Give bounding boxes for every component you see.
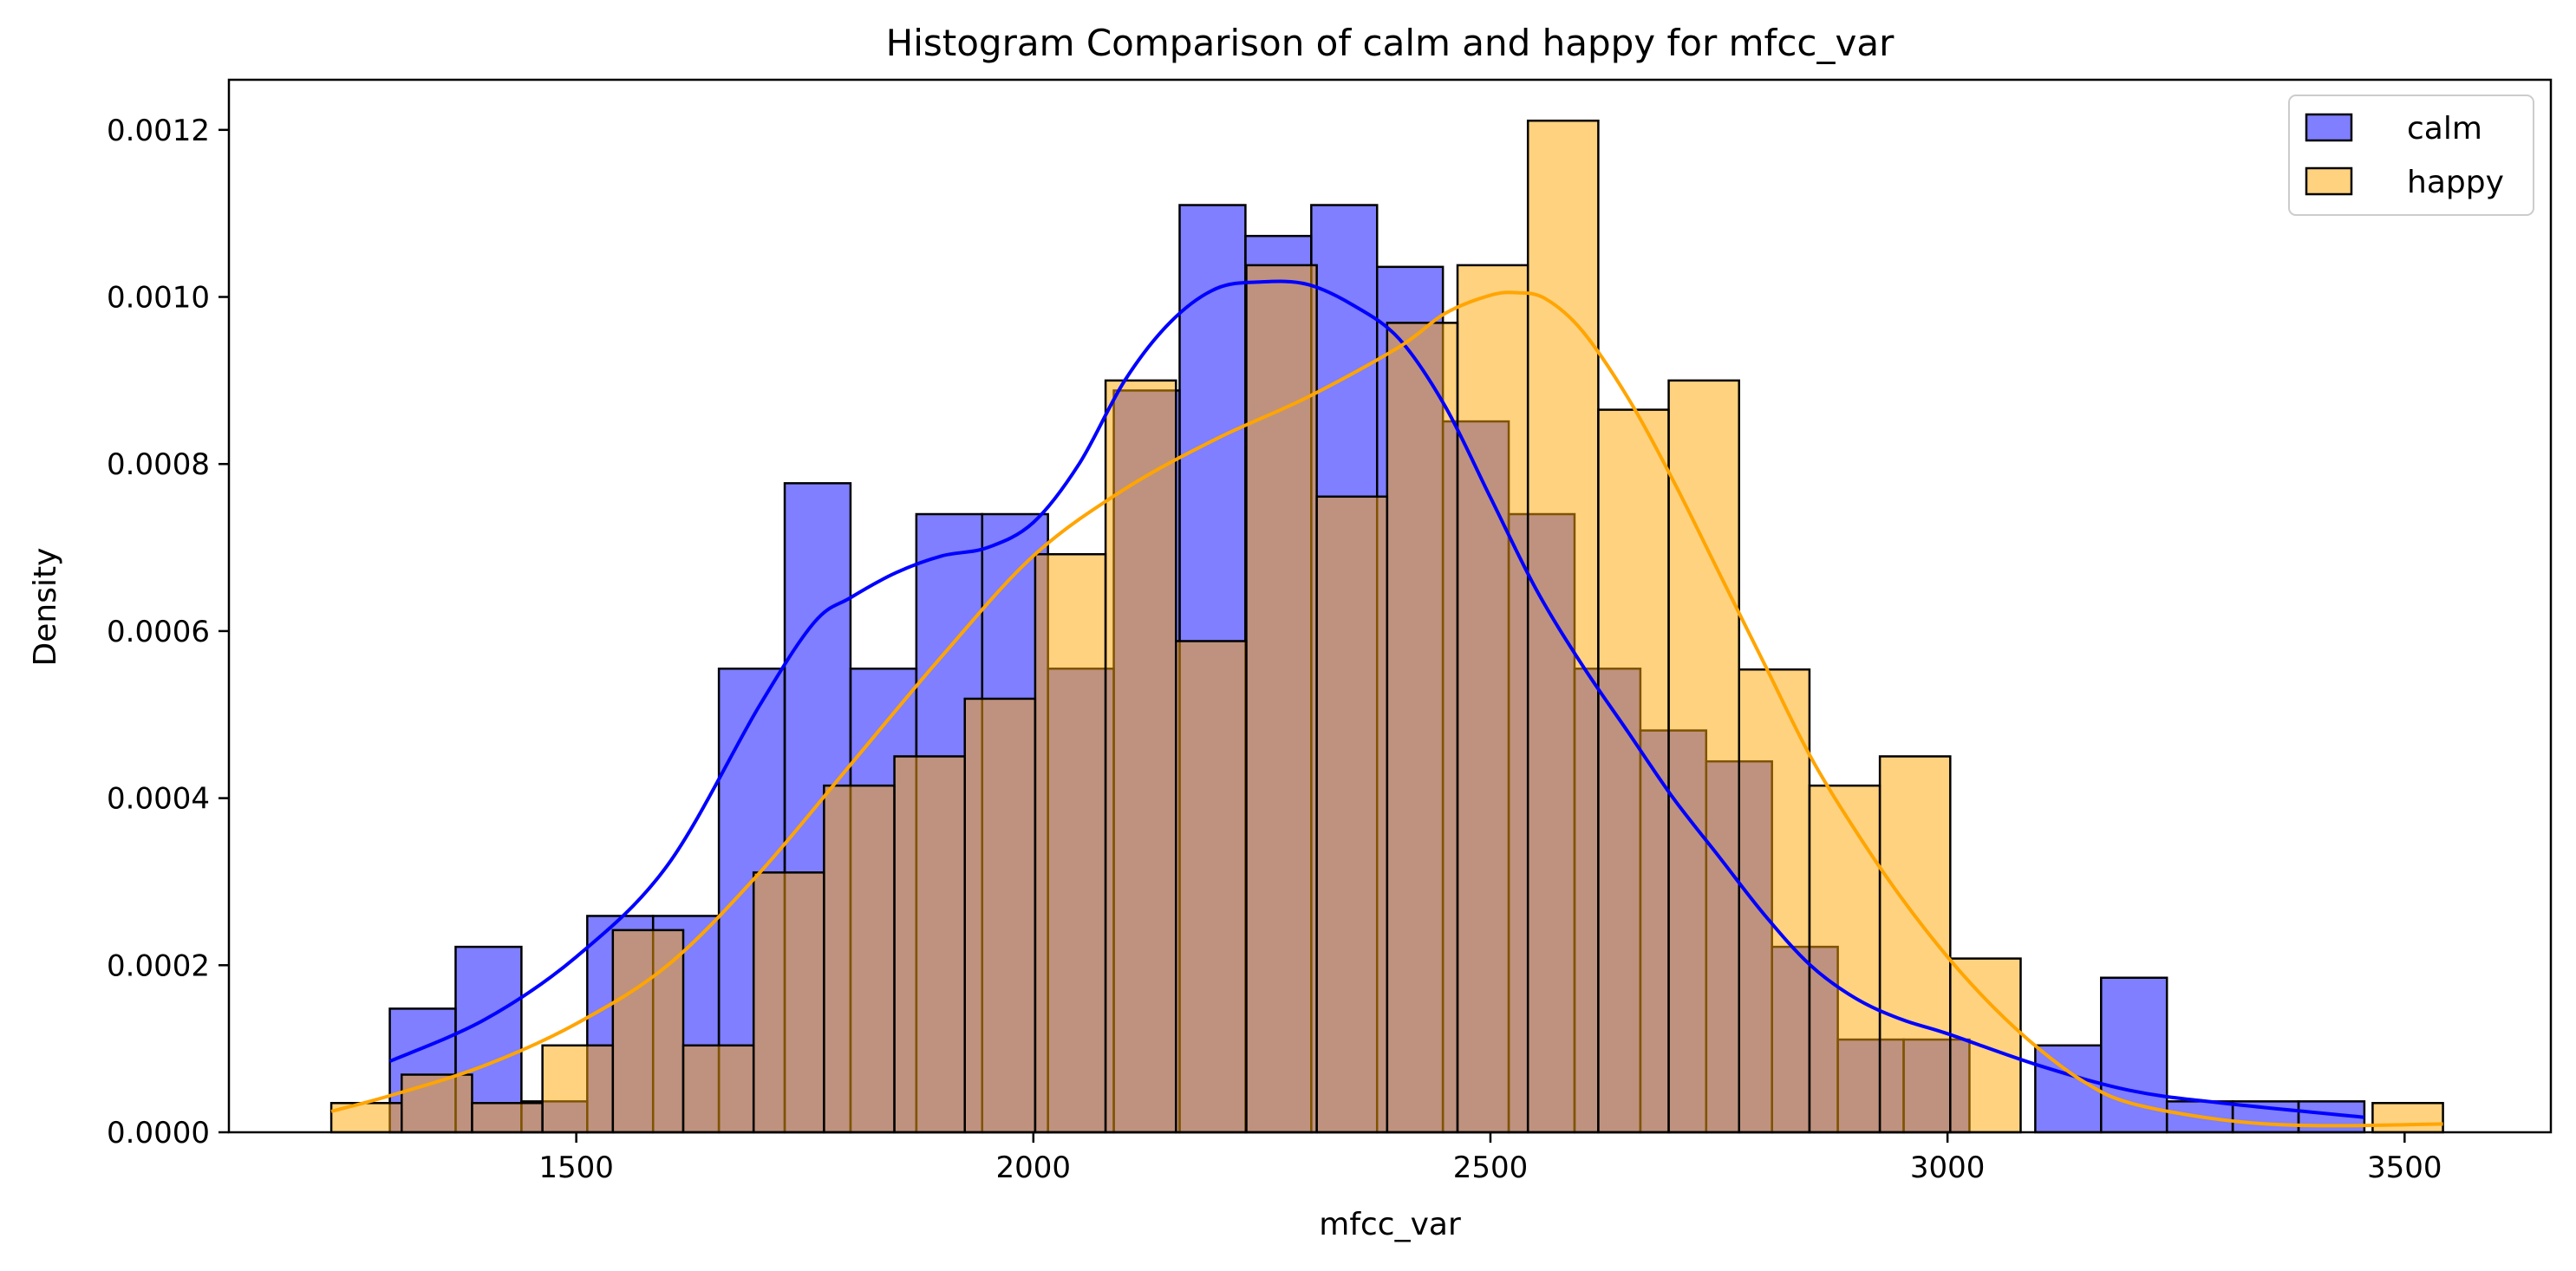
- x-tick-label-0: 1500: [538, 1150, 614, 1185]
- bar-happy-2: [471, 1102, 544, 1134]
- bar-happy-9: [963, 697, 1037, 1134]
- bar-happy-3: [541, 1044, 615, 1134]
- y-tick-label-1: 0.0002: [107, 948, 210, 983]
- bar-happy-16: [1456, 264, 1529, 1134]
- plot-frame: [227, 78, 2553, 1134]
- bar-happy-17: [1526, 119, 1600, 1134]
- kde-layer: [330, 279, 2443, 1128]
- x-tick-label-2: 2500: [1453, 1150, 1529, 1185]
- bars-layer: [329, 119, 2444, 1134]
- bar-happy-14: [1315, 495, 1389, 1134]
- y-tick-label-6: 0.0012: [107, 114, 210, 148]
- bar-happy-18: [1597, 408, 1670, 1134]
- legend-label-happy: happy: [2407, 165, 2504, 200]
- bar-happy-6: [752, 871, 825, 1134]
- bar-happy-22: [1878, 755, 1952, 1134]
- x-axis-ticks: 1500 2000 2500 3000 3500: [538, 1132, 2442, 1185]
- bar-happy-12: [1175, 640, 1248, 1134]
- bar-calm-26: [2100, 976, 2168, 1134]
- chart-title: Histogram Comparison of calm and happy f…: [886, 22, 1895, 64]
- bar-happy-29: [2371, 1102, 2444, 1134]
- y-axis-label: Density: [28, 548, 63, 667]
- x-axis-label: mfcc_var: [1319, 1207, 1461, 1242]
- bar-happy-13: [1245, 264, 1318, 1134]
- legend-swatch-happy: [2305, 166, 2353, 196]
- y-tick-label-5: 0.0010: [107, 281, 210, 316]
- legend: calm happy: [2288, 95, 2534, 216]
- x-tick-label-3: 3000: [1910, 1150, 1986, 1185]
- x-tick-label-1: 2000: [996, 1150, 1072, 1185]
- bar-happy-19: [1667, 379, 1741, 1134]
- y-tick-label-4: 0.0008: [107, 447, 210, 482]
- bar-happy-8: [893, 755, 966, 1134]
- y-axis-ticks: 0.0000 0.0002 0.0004 0.0006 0.0008 0.0010 0.00…: [107, 114, 229, 1150]
- legend-label-calm: calm: [2407, 111, 2482, 147]
- bar-happy-10: [1034, 553, 1107, 1134]
- bars-happy: [329, 119, 2444, 1134]
- bar-happy-15: [1386, 322, 1459, 1134]
- bar-happy-11: [1104, 379, 1177, 1134]
- y-tick-label-2: 0.0004: [107, 782, 210, 817]
- bar-happy-20: [1738, 668, 1811, 1134]
- bar-happy-7: [823, 784, 896, 1134]
- y-tick-label-3: 0.0006: [107, 615, 210, 649]
- bar-happy-21: [1808, 784, 1881, 1134]
- kde-line-happy: [330, 290, 2443, 1128]
- x-tick-label-4: 3500: [2367, 1150, 2442, 1185]
- y-tick-label-0: 0.0000: [107, 1116, 210, 1150]
- bar-calm-25: [2034, 1044, 2103, 1134]
- legend-swatch-calm: [2305, 113, 2353, 142]
- bar-happy-5: [681, 1044, 755, 1134]
- kde-line-calm: [388, 279, 2365, 1119]
